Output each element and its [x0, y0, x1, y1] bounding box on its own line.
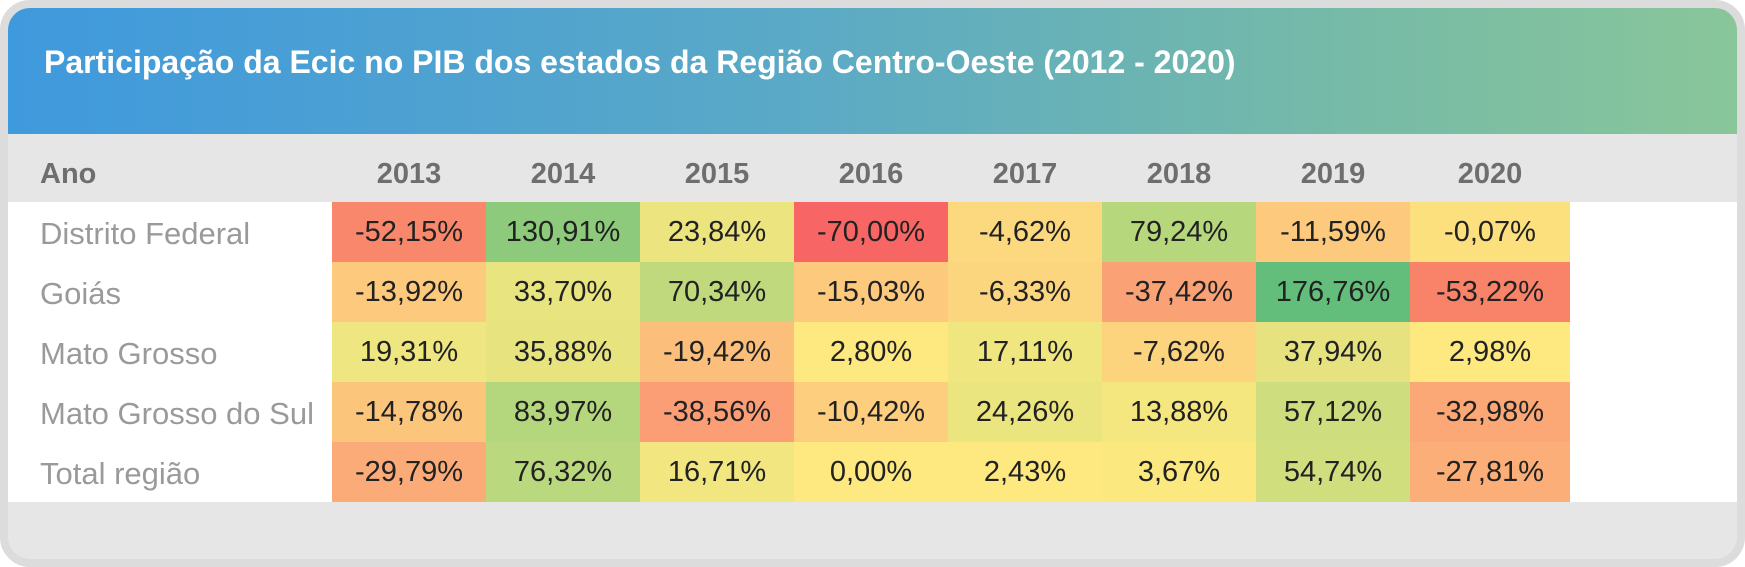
row-label: Goiás [40, 276, 121, 311]
table-row: Total região -29,79% 76,32% 16,71% 0,00% 2,43… [8, 442, 1737, 502]
table-cell: 23,84% [640, 202, 794, 262]
table-cell: 33,70% [486, 262, 640, 322]
table-header-row: Ano 2013 2014 2015 2016 2017 2018 2019 2… [8, 134, 1737, 214]
table-cell: -11,59% [1256, 202, 1410, 262]
table-cell: -29,79% [332, 442, 486, 502]
row-label: Total região [40, 456, 201, 491]
table-cell: 76,32% [486, 442, 640, 502]
table-cell: -10,42% [794, 382, 948, 442]
table-row: Mato Grosso do Sul -14,78% 83,97% -38,56% -1… [8, 382, 1737, 442]
table-cell: -0,07% [1410, 202, 1570, 262]
header-ano: Ano [40, 158, 97, 190]
table-cell: 2,43% [948, 442, 1102, 502]
table-cell: 70,34% [640, 262, 794, 322]
table-row: Distrito Federal -52,15% 130,91% 23,84% -70,… [8, 202, 1737, 262]
table-cell: -7,62% [1102, 322, 1256, 382]
header-year: 2016 [838, 158, 904, 190]
header-year: 2019 [1300, 158, 1366, 190]
table-cell: 57,12% [1256, 382, 1410, 442]
table-cell: 16,71% [640, 442, 794, 502]
table-cell: -13,92% [332, 262, 486, 322]
table-cell: -4,62% [948, 202, 1102, 262]
table-cell: -6,33% [948, 262, 1102, 322]
table-cell: -37,42% [1102, 262, 1256, 322]
table-cell: -53,22% [1410, 262, 1570, 322]
table-cell: 0,00% [794, 442, 948, 502]
table-cell: 2,98% [1410, 322, 1570, 382]
table-cell: 176,76% [1256, 262, 1410, 322]
table-cell: -19,42% [640, 322, 794, 382]
table-cell: -70,00% [794, 202, 948, 262]
header-year: 2020 [1457, 158, 1523, 190]
row-label: Distrito Federal [40, 216, 251, 251]
table-cell: 130,91% [486, 202, 640, 262]
table-cell: -38,56% [640, 382, 794, 442]
title-bar: Participação da Ecic no PIB dos estados … [8, 8, 1737, 134]
table-cell: -27,81% [1410, 442, 1570, 502]
table-cell: 79,24% [1102, 202, 1256, 262]
header-year: 2015 [684, 158, 750, 190]
table-cell: 3,67% [1102, 442, 1256, 502]
row-label: Mato Grosso do Sul [40, 396, 314, 431]
table-cell: 13,88% [1102, 382, 1256, 442]
table-cell: 83,97% [486, 382, 640, 442]
header-year: 2014 [530, 158, 596, 190]
header-year: 2017 [992, 158, 1058, 190]
table-row: Goiás -13,92% 33,70% 70,34% -15,03% -6,33% -37… [8, 262, 1737, 322]
table-cell: 17,11% [948, 322, 1102, 382]
header-year: 2018 [1146, 158, 1212, 190]
table-cell: -52,15% [332, 202, 486, 262]
table-cell: 54,74% [1256, 442, 1410, 502]
page-title: Participação da Ecic no PIB dos estados … [44, 44, 1236, 80]
table-cell: 2,80% [794, 322, 948, 382]
table-cell: -15,03% [794, 262, 948, 322]
table-cell: 24,26% [948, 382, 1102, 442]
header-year: 2013 [376, 158, 442, 190]
table-cell: 35,88% [486, 322, 640, 382]
table-cell: 37,94% [1256, 322, 1410, 382]
table-cell: -32,98% [1410, 382, 1570, 442]
row-label: Mato Grosso [40, 336, 218, 371]
table-cell: -14,78% [332, 382, 486, 442]
table-cell: 19,31% [332, 322, 486, 382]
table-row: Mato Grosso 19,31% 35,88% -19,42% 2,80% 17,11… [8, 322, 1737, 382]
